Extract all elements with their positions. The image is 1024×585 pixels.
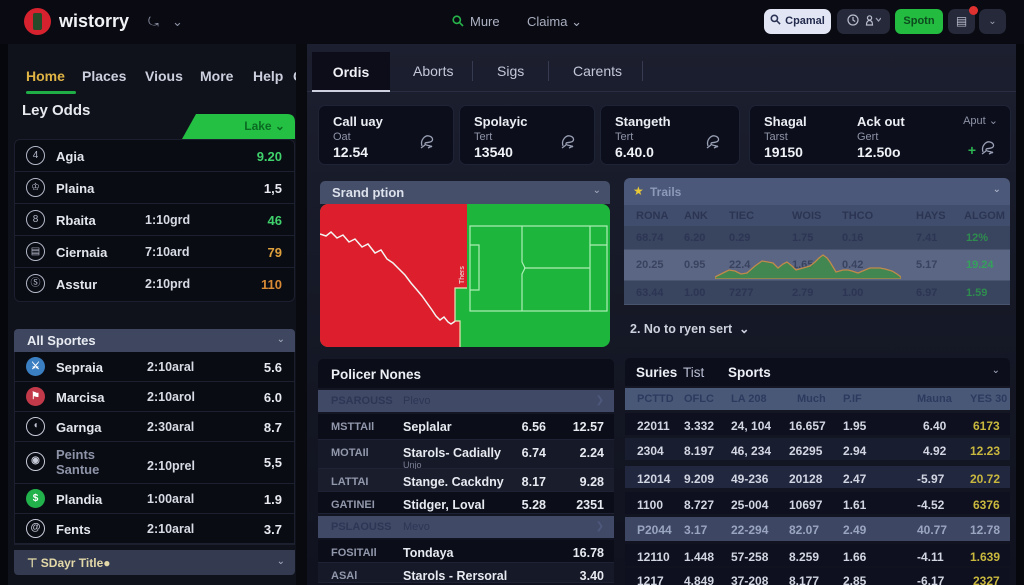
svg-text:Thers: Thers xyxy=(459,266,466,284)
